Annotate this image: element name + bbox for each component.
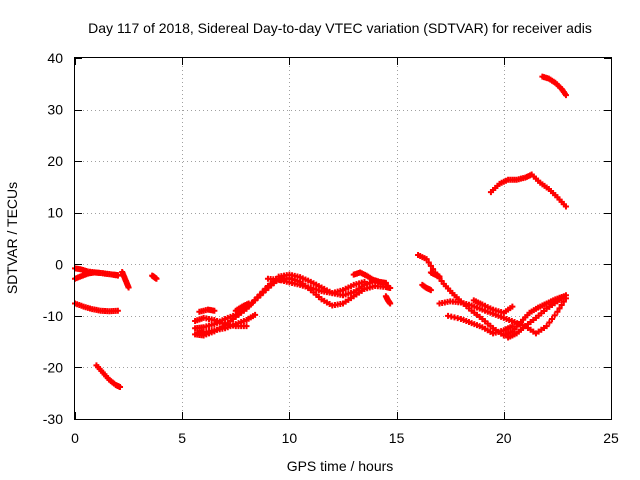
data-point (387, 300, 394, 307)
x-tick-label: 5 (178, 430, 186, 446)
data-point (551, 312, 558, 319)
y-tick-label: 0 (55, 256, 63, 272)
y-tick-label: 40 (47, 50, 63, 66)
x-tick-label: 25 (603, 430, 619, 446)
data-point (361, 278, 368, 285)
data-point (114, 272, 121, 279)
data-point (549, 315, 556, 322)
x-tick-label: 20 (496, 430, 512, 446)
data-point (554, 308, 561, 315)
data-point (245, 300, 252, 307)
chart-title: Day 117 of 2018, Sidereal Day-to-day VTE… (88, 20, 592, 36)
data-point (425, 259, 432, 266)
data-point (562, 203, 569, 210)
data-point (543, 323, 550, 330)
x-axis-title: GPS time / hours (287, 458, 394, 474)
data-point (252, 311, 259, 318)
y-axis-title: SDTVAR / TECUs (4, 182, 20, 294)
y-tick-label: 10 (47, 205, 63, 221)
data-point (243, 323, 250, 330)
data-point (423, 256, 430, 263)
plot-frame (74, 57, 612, 420)
data-point (382, 279, 389, 286)
data-point (558, 302, 565, 309)
data-point (509, 303, 516, 310)
data-point (562, 92, 569, 99)
data-point (427, 262, 434, 269)
axis-ticks: 0 5 10 15 20 25 -30 -20 -10 0 10 20 30 40 (43, 50, 619, 446)
data-point (509, 323, 516, 330)
y-tick-label: -10 (43, 308, 63, 324)
data-point (125, 284, 132, 291)
grid-lines (75, 58, 611, 419)
data-point (562, 292, 569, 299)
x-tick-label: 0 (71, 430, 79, 446)
data-points (72, 73, 569, 391)
y-tick-label: 30 (47, 102, 63, 118)
data-point (436, 273, 443, 280)
data-point (114, 307, 121, 314)
data-point (556, 305, 563, 312)
data-point (427, 287, 434, 294)
data-point (153, 275, 160, 282)
data-point (387, 285, 394, 292)
x-tick-label: 15 (389, 430, 405, 446)
data-point (117, 384, 124, 391)
data-point (211, 307, 218, 314)
x-tick-label: 10 (282, 430, 298, 446)
data-point (546, 319, 553, 326)
y-tick-label: -30 (43, 411, 63, 427)
y-tick-label: 20 (47, 153, 63, 169)
y-tick-label: -20 (43, 359, 63, 375)
